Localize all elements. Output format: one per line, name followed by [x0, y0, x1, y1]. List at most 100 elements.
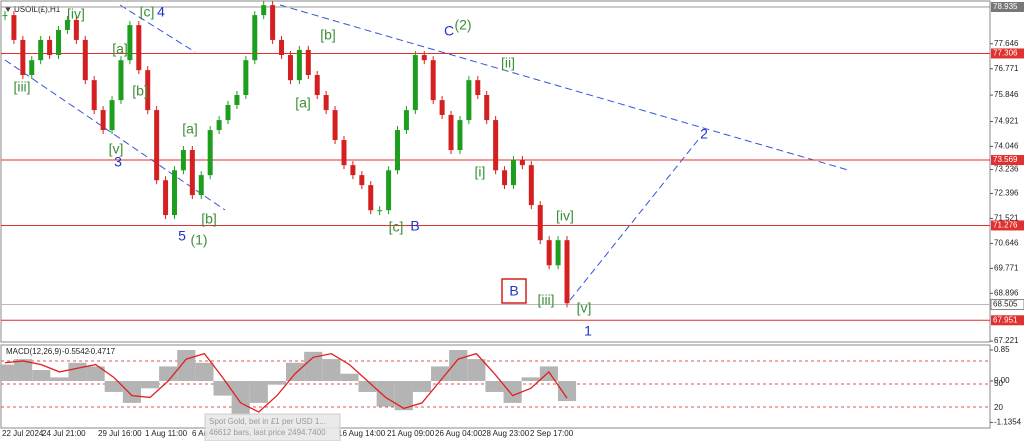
- wave-label: [c]: [140, 4, 155, 20]
- macd-bar: [104, 381, 123, 392]
- macd-bar: [376, 381, 395, 407]
- indicator-signal: -0.4717: [88, 347, 116, 356]
- overlay-scale: 20: [994, 403, 1003, 412]
- candle: [225, 104, 231, 121]
- wave-label: [i]: [475, 164, 486, 180]
- candle: [412, 55, 418, 111]
- candle: [47, 39, 53, 56]
- y-tick-label: 74.921: [994, 117, 1019, 126]
- candle: [145, 70, 151, 111]
- level-box: [991, 315, 1024, 326]
- indicator-tick-label: 0.85: [994, 345, 1010, 354]
- wave-label: C: [444, 23, 454, 39]
- level-label: 73.569: [993, 155, 1018, 164]
- candle: [350, 165, 356, 176]
- candle: [510, 160, 516, 186]
- macd-bar: [122, 381, 141, 403]
- macd-bar: [0, 364, 15, 382]
- wave-label: [ii]: [501, 55, 515, 71]
- macd-bar: [14, 359, 33, 382]
- indicator-frame: [0, 344, 991, 429]
- wave-label: (2): [454, 17, 471, 33]
- candle: [493, 120, 499, 171]
- y-tick-label: 72.396: [994, 189, 1019, 198]
- trendline: [4, 59, 226, 211]
- candle: [252, 15, 258, 61]
- macd-bar: [213, 381, 232, 396]
- macd-bar: [50, 377, 69, 382]
- tooltip-line: 46612 bars, last price 2494.7400: [209, 428, 326, 437]
- wave-label: [a]: [295, 95, 311, 111]
- signal-line: [4, 352, 568, 413]
- candle: [564, 240, 570, 304]
- macd-bar: [503, 381, 522, 403]
- candle: [91, 80, 97, 111]
- wave-label: 1: [584, 323, 592, 339]
- candle: [100, 110, 106, 131]
- high-box: [991, 1, 1024, 12]
- candle: [305, 49, 311, 76]
- candle: [439, 100, 445, 115]
- y-tick-label: 71.521: [994, 214, 1019, 223]
- macd-bar: [231, 381, 250, 416]
- wave-label: [iii]: [13, 79, 30, 95]
- candle: [296, 49, 302, 81]
- x-tick-label: 2 Sep 17:00: [530, 429, 574, 438]
- wave-label: [iii]: [537, 292, 554, 308]
- candle: [64, 19, 70, 30]
- candle: [180, 150, 186, 171]
- candle: [368, 185, 374, 211]
- candle: [484, 94, 490, 121]
- wave-label: [iv]: [556, 208, 574, 224]
- candle: [448, 114, 454, 151]
- high-label: 78.935: [993, 2, 1018, 11]
- candle: [261, 5, 267, 16]
- candle: [118, 60, 124, 101]
- x-tick-label: 24 Jul 21:00: [42, 429, 86, 438]
- candle: [466, 80, 472, 121]
- candle: [234, 94, 240, 105]
- candle: [537, 205, 543, 241]
- main-frame: [0, 0, 991, 343]
- candle: [403, 110, 409, 131]
- candle: [29, 60, 35, 76]
- candle: [2, 15, 8, 17]
- macd-bar: [521, 377, 540, 382]
- candle: [136, 25, 142, 71]
- candle: [359, 175, 365, 186]
- candle: [546, 240, 552, 266]
- candle: [163, 180, 169, 216]
- candle: [189, 150, 195, 196]
- candle: [207, 130, 213, 176]
- wave-label: 2: [700, 126, 708, 142]
- wave-label: [v]: [577, 300, 592, 316]
- symbol: USOIL(£),H1: [14, 5, 61, 14]
- candle: [20, 39, 26, 76]
- macd-bar: [159, 366, 178, 382]
- macd-bar: [539, 366, 558, 382]
- candle: [38, 39, 44, 61]
- wave-label: 5: [178, 228, 186, 244]
- wave-label: [c]: [389, 219, 404, 235]
- candle: [555, 240, 561, 266]
- candle: [216, 120, 222, 131]
- y-tick-label: 75.846: [994, 90, 1019, 99]
- projection-line: [569, 139, 699, 301]
- wave-label: [a]: [182, 121, 198, 137]
- price-label: 68.505: [993, 300, 1018, 309]
- y-tick-label: 68.896: [994, 288, 1019, 297]
- candle: [341, 140, 347, 166]
- candle: [198, 175, 204, 196]
- wave-label: 3: [114, 154, 122, 170]
- tooltip: [204, 413, 341, 441]
- wave-label: B: [509, 283, 518, 299]
- trendline: [119, 4, 196, 53]
- candle: [502, 170, 508, 186]
- macd-bar: [358, 381, 377, 392]
- x-tick-label: 29 Jul 16:00: [98, 429, 142, 438]
- macd-bar: [467, 359, 486, 382]
- candle: [56, 29, 62, 56]
- indicator-title: MACD(12,26,9): [6, 347, 62, 356]
- x-tick-label: 16 Aug 14:00: [338, 429, 386, 438]
- candle: [270, 5, 276, 40]
